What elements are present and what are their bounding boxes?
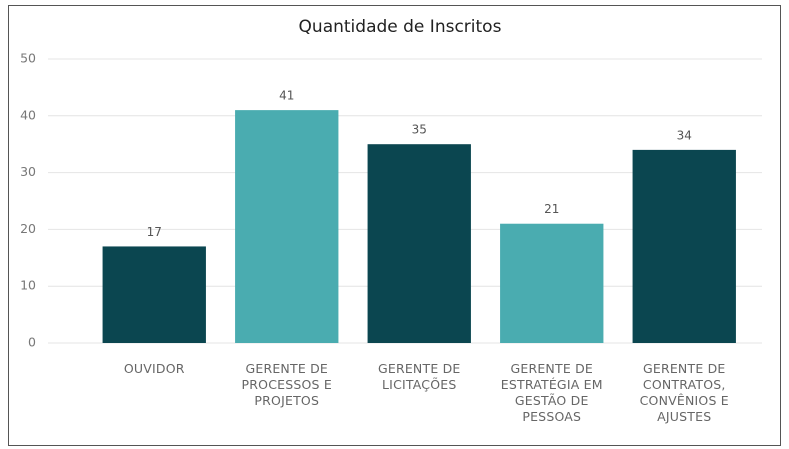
- y-tick-label: 40: [20, 107, 36, 122]
- x-tick-label: GERENTE DE PROCESSOS E PROJETOS: [241, 361, 332, 408]
- chart-frame: [8, 5, 781, 446]
- y-tick-label: 10: [20, 278, 36, 293]
- bar: [367, 144, 471, 343]
- y-tick-label: 0: [28, 335, 36, 350]
- x-tick-label: GERENTE DE ESTRATÉGIA EM GESTÃO DE PESSO…: [500, 361, 603, 424]
- x-tick-label: GERENTE DE CONTRATOS, CONVÊNIOS E AJUSTE…: [639, 361, 729, 424]
- y-tick-label: 20: [20, 221, 36, 236]
- x-tick-label: GERENTE DE LICITAÇÕES: [377, 361, 461, 392]
- data-label: 35: [412, 123, 427, 137]
- bar: [102, 246, 206, 343]
- bar: [235, 110, 339, 344]
- bar: [632, 149, 736, 343]
- y-tick-label: 50: [20, 51, 36, 66]
- data-label: 17: [147, 225, 162, 239]
- chart-title: Quantidade de Inscritos: [299, 17, 502, 37]
- bar: [500, 223, 604, 343]
- data-label: 21: [544, 202, 559, 216]
- data-label: 34: [677, 128, 692, 142]
- y-tick-label: 30: [20, 164, 36, 179]
- x-tick-label: OUVIDOR: [123, 361, 185, 376]
- data-label: 41: [279, 89, 294, 103]
